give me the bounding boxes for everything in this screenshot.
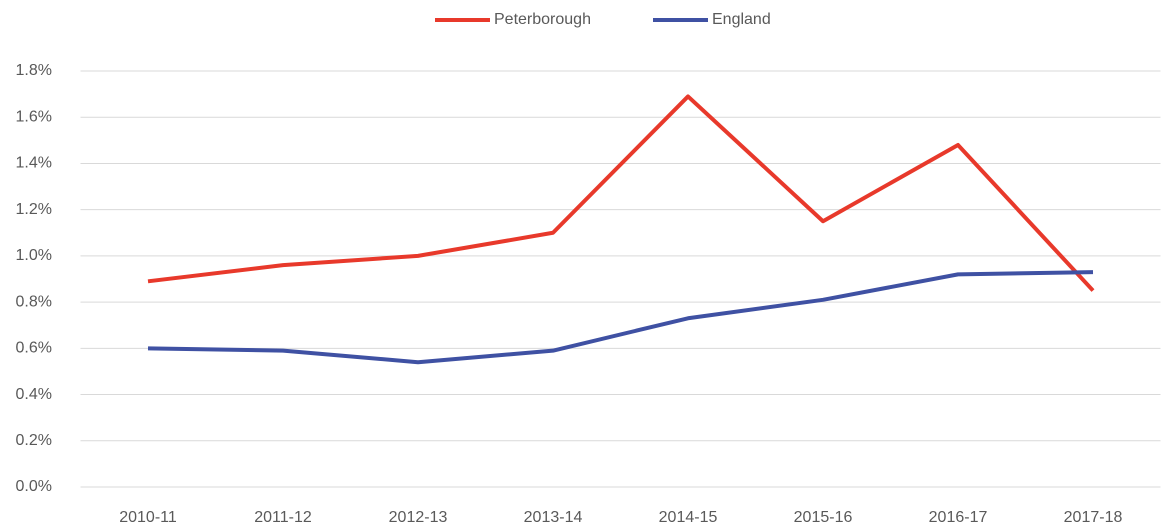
y-tick-label: 0.6% [16, 340, 52, 357]
y-tick-label: 1.6% [16, 108, 52, 125]
y-tick-label: 1.4% [16, 155, 52, 172]
y-tick-label: 0.0% [16, 478, 52, 495]
x-tick-label: 2013-14 [524, 509, 583, 526]
legend-label: England [712, 11, 771, 28]
legend-label: Peterborough [494, 11, 591, 28]
y-tick-label: 0.8% [16, 293, 52, 310]
series-line [147, 270, 1094, 365]
series-line [147, 94, 1095, 292]
y-tick-label: 0.2% [16, 432, 52, 449]
y-tick-label: 0.4% [16, 386, 52, 403]
x-tick-label: 2012-13 [389, 509, 448, 526]
x-tick-label: 2010-11 [119, 509, 177, 526]
y-tick-label: 1.8% [16, 62, 52, 79]
x-tick-label: 2017-18 [1064, 509, 1123, 526]
y-tick-label: 1.0% [16, 247, 52, 264]
x-tick-label: 2011-12 [254, 509, 312, 526]
x-tick-label: 2016-17 [929, 509, 988, 526]
y-tick-label: 1.2% [16, 201, 52, 218]
x-tick-label: 2014-15 [659, 509, 718, 526]
x-tick-label: 2015-16 [794, 509, 853, 526]
